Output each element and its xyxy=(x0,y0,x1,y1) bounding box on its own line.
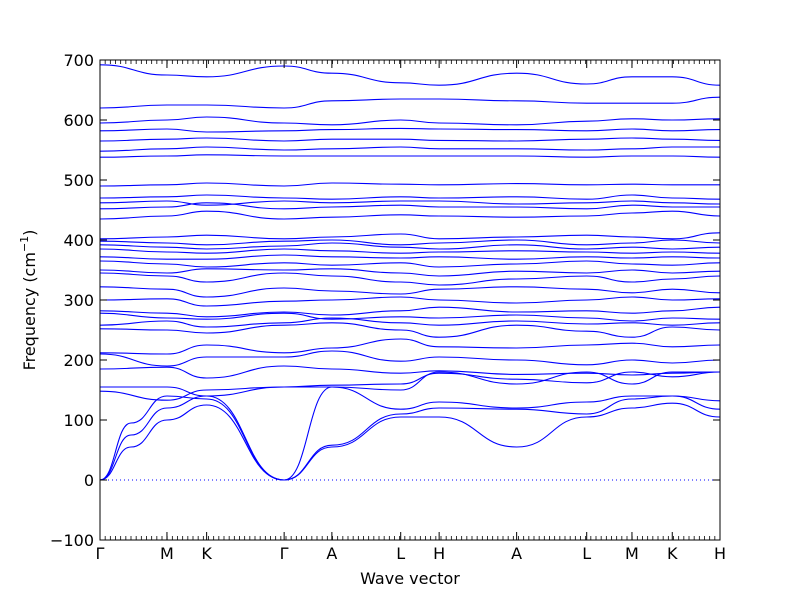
plot-frame xyxy=(99,59,721,541)
x-tick-label: K xyxy=(201,544,212,563)
band-line-8 xyxy=(100,338,720,355)
x-axis-title: Wave vector xyxy=(360,569,460,588)
band-line-5 xyxy=(100,371,720,397)
band-line-34 xyxy=(100,64,720,86)
x-tick-label: Γ xyxy=(96,544,105,563)
band-line-24 xyxy=(100,202,720,210)
x-tick-label: H xyxy=(714,544,726,563)
y-tick-label: 200 xyxy=(63,351,94,370)
y-tick-label: −100 xyxy=(50,531,94,550)
band-line-9 xyxy=(100,322,720,338)
band-line-31 xyxy=(100,127,720,133)
band-line-33 xyxy=(100,96,720,109)
band-line-19 xyxy=(100,248,720,254)
y-ticks: −100 0 100 200 300 400 500 600 700 xyxy=(50,51,720,550)
band-line-2 xyxy=(100,395,720,481)
band-line-21 xyxy=(100,239,720,246)
x-tick-label: K xyxy=(667,544,678,563)
y-tick-label: 0 xyxy=(84,471,94,490)
y-tick-label: 100 xyxy=(63,411,94,430)
band-line-30 xyxy=(100,137,720,142)
band-line-23 xyxy=(100,210,720,220)
band-line-18 xyxy=(100,254,720,260)
band-line-28 xyxy=(100,154,720,158)
band-line-25 xyxy=(100,200,720,206)
band-line-15 xyxy=(100,272,720,286)
x-tick-label: H xyxy=(433,544,445,563)
series-layer xyxy=(100,64,720,481)
band-line-22 xyxy=(100,232,720,240)
x-tick-label: A xyxy=(326,544,337,563)
x-tick-label: A xyxy=(511,544,522,563)
x-tick-label: M xyxy=(160,544,174,563)
band-line-27 xyxy=(100,182,720,187)
y-axis-title: Frequency (cm−1) xyxy=(18,230,39,371)
minor-ticks-layer xyxy=(104,60,716,540)
band-line-7 xyxy=(100,350,720,367)
y-axis-title-main: Frequency (cm xyxy=(20,252,39,370)
band-line-17 xyxy=(100,260,720,268)
y-axis-title-sup: −1 xyxy=(18,236,31,252)
band-line-16 xyxy=(100,268,720,277)
band-line-1 xyxy=(100,402,720,481)
band-line-26 xyxy=(100,194,720,200)
band-line-29 xyxy=(100,146,720,152)
band-line-14 xyxy=(100,286,720,298)
y-tick-label: 400 xyxy=(63,231,94,250)
band-line-12 xyxy=(100,306,720,318)
y-axis-title-close: ) xyxy=(20,230,39,236)
x-tick-label: Γ xyxy=(280,544,289,563)
band-line-20 xyxy=(100,242,720,250)
band-line-32 xyxy=(100,116,720,126)
y-tick-label: 600 xyxy=(63,111,94,130)
y-tick-label: 500 xyxy=(63,171,94,190)
band-line-4 xyxy=(100,371,720,401)
x-tick-label: L xyxy=(396,544,405,563)
x-tick-label: L xyxy=(582,544,591,563)
x-tick-label: M xyxy=(625,544,639,563)
band-line-11 xyxy=(100,312,720,322)
band-line-10 xyxy=(100,317,720,328)
band-line-13 xyxy=(100,296,720,307)
y-tick-label: 300 xyxy=(63,291,94,310)
band-line-3 xyxy=(100,386,720,481)
band-line-6 xyxy=(100,365,720,379)
y-tick-label: 700 xyxy=(63,51,94,70)
